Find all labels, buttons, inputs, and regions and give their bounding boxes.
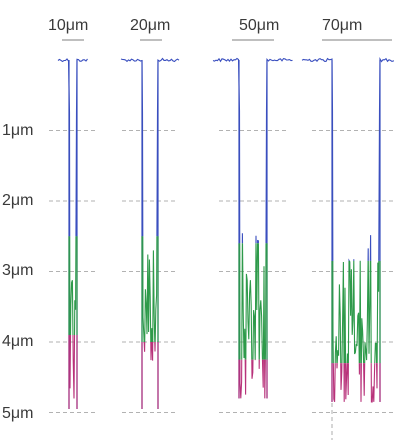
width-label-50um: 50μm (239, 17, 279, 34)
depth-tick-5um: 5μm (2, 405, 33, 422)
depth-tick-4um: 4μm (2, 333, 33, 350)
profile-10um-upper (57, 58, 88, 237)
width-label-70um: 70μm (322, 17, 362, 34)
profile-20um-upper (120, 57, 180, 237)
profile-70um-upper (301, 57, 394, 261)
depth-tick-2um: 2μm (2, 192, 33, 209)
profile-50um-lower (239, 359, 266, 399)
trench-profiles (57, 57, 394, 409)
profile-10um-middle (69, 236, 77, 335)
width-label-20um: 20μm (130, 17, 170, 34)
profile-50um-upper (212, 57, 293, 244)
profile-50um-middle (239, 243, 267, 360)
width-label-10um: 10μm (48, 17, 88, 34)
profile-10um-lower (69, 334, 76, 399)
depth-tick-1um: 1μm (2, 122, 33, 139)
profile-20um-middle (142, 236, 158, 342)
profile-70um-middle (332, 260, 380, 364)
depth-tick-3um: 3μm (2, 262, 33, 279)
depth-gridlines (49, 60, 394, 440)
